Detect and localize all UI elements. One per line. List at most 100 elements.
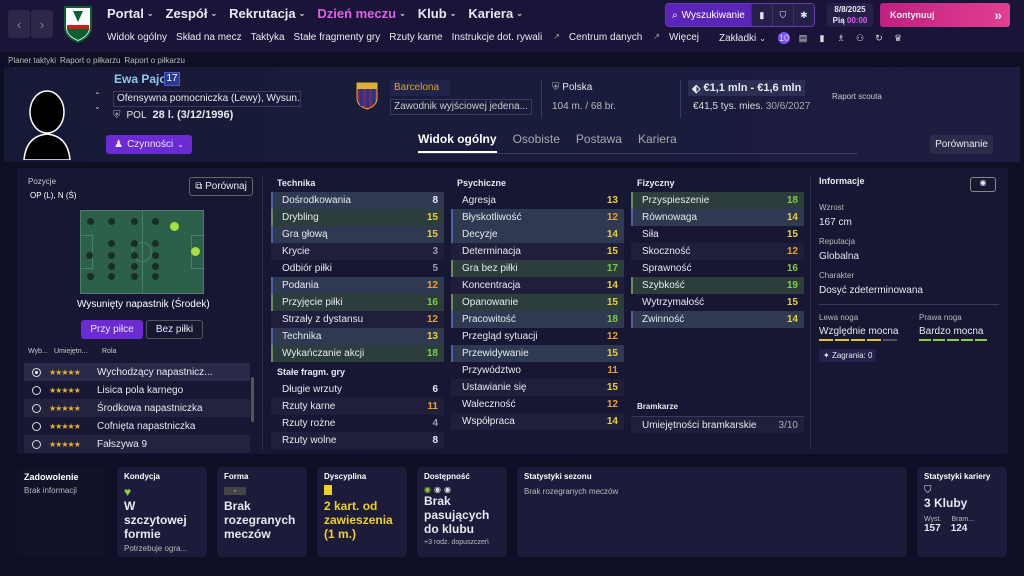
season-stats-card[interactable]: Statystyki sezonu Brak rozegranych meczó… [517,467,907,557]
nav-4[interactable]: Klub ⌄ [418,6,457,21]
profile-icon[interactable]: ◉ [970,177,996,192]
tactics-icon[interactable]: ♗ [836,32,846,43]
gear-icon[interactable]: ✱ [792,4,814,26]
tab-1[interactable]: Osobiste [512,132,560,146]
role-row[interactable]: ★★★★★ Cofnięta napastniczka [24,417,250,435]
staff-icon[interactable]: ⚇ [855,32,865,43]
attribute-row[interactable]: Podania 12 [271,277,444,294]
discipline-card[interactable]: Dyscyplina 2 kart. od zawieszenia (1 m.) [317,467,407,557]
compare-button[interactable]: Porównanie [930,135,993,154]
career-stats-card[interactable]: Statystyki kariery ⛉ 3 Kluby Wyst. Bram..… [917,467,1007,557]
role-row[interactable]: ★★★★★ Środkowa napastniczka [24,399,250,417]
attribute-row[interactable]: Przywództwo 11 [451,362,624,379]
subnav-item[interactable]: Widok ogólny [107,32,168,43]
attribute-row[interactable]: Siła 15 [631,226,804,243]
attribute-row[interactable]: Skoczność 12 [631,243,804,260]
role-radio[interactable] [32,403,41,413]
subnav-item[interactable]: Skład na mecz [176,32,242,43]
scout-report[interactable]: Raport scouta [832,92,882,101]
breadcrumb-item[interactable]: Planer taktyki [8,56,57,65]
breadcrumb-item[interactable]: Raport o piłkarzu [124,56,185,65]
role-row[interactable]: ★★★★★ Fałszywa 9 [24,435,250,453]
continue-button[interactable]: Kontynuuj» [880,3,1010,27]
attribute-row[interactable]: Wytrzymałość 15 [631,294,804,311]
attribute-row[interactable]: Krycie 3 [271,243,444,260]
subnav-item[interactable]: Taktyka [250,32,285,43]
attribute-row[interactable]: Dośrodkowania 8 [271,192,444,209]
attribute-row[interactable]: Gra głową 15 [271,226,444,243]
date-display[interactable]: 8/8/2025 Pią 00:00 [827,3,873,27]
in-possession-button[interactable]: Przy piłce [81,320,143,339]
role-radio[interactable] [32,439,41,449]
role-radio[interactable] [32,385,41,395]
attribute-row[interactable]: Szybkość 19 [631,277,804,294]
role-radio[interactable] [32,367,41,377]
nav-5[interactable]: Kariera ⌄ [468,6,523,21]
shield-icon[interactable]: ⛉ [771,4,793,26]
nav-3[interactable]: Dzień meczu ⌄ [317,6,405,21]
refresh-icon[interactable]: ↻ [875,32,883,43]
attribute-row[interactable]: Błyskotliwość 12 [451,209,624,226]
subnav-item[interactable]: Stałe fragmenty gry [293,32,381,43]
actions-button[interactable]: ♟ Czynności ⌄ [106,135,192,154]
attribute-row[interactable]: Przyjęcie piłki 16 [271,294,444,311]
role-scrollbar[interactable] [251,377,254,422]
bookmark-icon[interactable]: ▮ [750,4,772,26]
squad-icon[interactable]: ▮ [819,32,825,43]
nav-2[interactable]: Rekrutacja ⌄ [229,6,305,21]
attribute-row[interactable]: Zwinność 14 [631,311,804,328]
attribute-row[interactable]: Koncentracja 14 [451,277,624,294]
attribute-row[interactable]: Rzuty wolne 8 [271,432,444,449]
tab-0[interactable]: Widok ogólny [418,132,497,153]
attribute-row[interactable]: Gra bez piłki 17 [451,260,624,277]
attribute-row[interactable]: Determinacja 15 [451,243,624,260]
attribute-row[interactable]: Ustawianie się 15 [451,379,624,396]
attribute-row[interactable]: Rzuty karne 11 [271,398,444,415]
inbox-icon[interactable]: ▤ [798,32,808,43]
tab-2[interactable]: Postawa [575,132,622,146]
form-card[interactable]: Forma - Brak rozegranych meczów [217,467,307,557]
attribute-row[interactable]: Współpraca 14 [451,413,624,430]
attribute-row[interactable]: Decyzje 14 [451,226,624,243]
subnav-item[interactable]: Więcej [668,32,699,43]
role-row[interactable]: ★★★★★ Lisica pola karnego [24,381,250,399]
messages-icon[interactable]: 10 [778,32,790,44]
attribute-row[interactable]: Przewidywanie 15 [451,345,624,362]
attribute-row[interactable]: Opanowanie 15 [451,294,624,311]
nav-1[interactable]: Zespół ⌄ [166,6,218,21]
trophy-icon[interactable]: ♛ [893,32,903,43]
attribute-row[interactable]: Równowaga 14 [631,209,804,226]
forward-button[interactable]: › [31,10,53,38]
attribute-row[interactable]: Rzuty rożne 4 [271,415,444,432]
attribute-row[interactable]: Pracowitość 18 [451,311,624,328]
attribute-row[interactable]: Umiejętności bramkarskie 3/10 [631,416,804,433]
role-row[interactable]: ★★★★★ Wychodzący napastnicz... [24,363,250,381]
role-radio[interactable] [32,421,41,431]
attribute-row[interactable]: Strzały z dystansu 12 [271,311,444,328]
breadcrumb-item[interactable]: Raport o piłkarzu [60,56,121,65]
attribute-row[interactable]: Agresja 13 [451,192,624,209]
attribute-row[interactable]: Wykańczanie akcji 18 [271,345,444,362]
bookmarks-menu[interactable]: Zakładki ⌄ [719,33,766,44]
attribute-row[interactable]: Drybling 15 [271,209,444,226]
attribute-row[interactable]: Sprawność 16 [631,260,804,277]
subnav-item[interactable]: Centrum danych [568,32,643,43]
out-of-possession-button[interactable]: Bez piłki [146,320,203,339]
back-button[interactable]: ‹ [8,10,30,38]
subnav-item[interactable]: Rzuty karne [389,32,443,43]
attribute-row[interactable]: Technika 13 [271,328,444,345]
compare-positions-button[interactable]: ⧉ Porównaj [189,177,253,196]
nav-0[interactable]: Portal ⌄ [107,6,154,21]
attribute-row[interactable]: Waleczność 12 [451,396,624,413]
satisfaction-card[interactable]: Zadowolenie Brak informacji [17,467,105,557]
availability-card[interactable]: Dostępność ◉ ◉ ◉ Brak pasujących do klubu … [417,467,507,557]
subnav-item[interactable]: Instrukcje dot. rywali [451,32,543,43]
attribute-row[interactable]: Przyspieszenie 18 [631,192,804,209]
player-switch-arrows[interactable]: ⌃ ⌄ [94,91,101,111]
condition-card[interactable]: Kondycja ♥ W szczytowej formie Potrzebuj… [117,467,207,557]
attribute-row[interactable]: Długie wrzuty 6 [271,381,444,398]
attribute-row[interactable]: Odbiór piłki 5 [271,260,444,277]
club-name[interactable]: Barcelona [390,80,450,96]
search-button[interactable]: ⌕ Wyszukiwanie [666,4,751,26]
tab-3[interactable]: Kariera [637,132,677,146]
